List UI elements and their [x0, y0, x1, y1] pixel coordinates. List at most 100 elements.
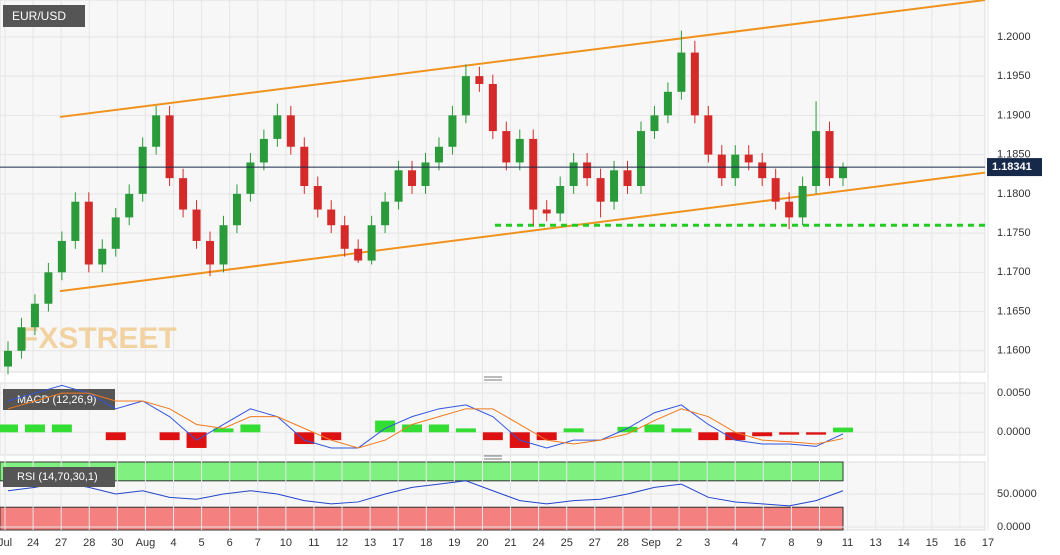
candle-body: [677, 52, 686, 92]
candle-body: [192, 209, 201, 241]
x-tick-label: 20: [476, 537, 488, 549]
y-tick-label: 1.1700: [997, 266, 1031, 278]
macd-histogram-bar: [455, 428, 476, 433]
candle-body: [785, 201, 794, 218]
candle-body: [152, 115, 161, 147]
x-tick-label: 7: [255, 537, 261, 549]
candle-body: [812, 131, 821, 186]
rsi-title: RSI (14,70,30,1): [17, 471, 98, 483]
candle-body: [690, 52, 699, 116]
macd-histogram-bar: [644, 424, 665, 433]
y-tick-label: 1.1650: [997, 305, 1031, 317]
y-tick-label: 1.1950: [997, 70, 1031, 82]
candle-body: [461, 76, 470, 116]
x-tick-label: 11: [308, 537, 319, 549]
y-tick-label: 0.0000: [997, 521, 1031, 533]
candle-body: [529, 138, 538, 210]
x-tick-label: 17: [982, 537, 994, 549]
candle-body: [394, 170, 403, 202]
candle-body: [434, 146, 443, 163]
chart-title: EUR/USD: [12, 9, 66, 23]
macd-histogram-bar: [698, 432, 719, 441]
macd-histogram-bar: [51, 424, 72, 433]
candle-body: [408, 170, 417, 186]
macd-histogram-bar: [402, 424, 423, 433]
x-tick-label: 19: [448, 537, 460, 549]
last-price-box: [987, 158, 1042, 177]
x-tick-label: 28: [617, 537, 629, 549]
candle-body: [219, 225, 228, 265]
macd-histogram-bar: [563, 428, 584, 433]
candle-body: [448, 115, 457, 147]
x-tick-label: 4: [732, 537, 738, 549]
candle-body: [206, 240, 215, 265]
candle-body: [717, 154, 726, 179]
x-tick-label: 13: [364, 537, 376, 549]
candle-body: [111, 217, 120, 249]
macd-histogram-bar: [0, 424, 18, 433]
candle-body: [44, 272, 53, 304]
candle-body: [17, 327, 26, 351]
x-tick-label: 5: [199, 537, 205, 549]
rsi-title-box: [3, 467, 115, 487]
x-tick-label: 12: [336, 537, 348, 549]
candle-body: [475, 76, 484, 84]
candle-body: [731, 154, 740, 179]
macd-histogram-bar: [105, 432, 126, 441]
x-tick-label: 17: [392, 537, 404, 549]
candle-body: [286, 115, 295, 147]
price-panel: [0, 0, 986, 373]
x-tick-label: 14: [898, 537, 910, 549]
candle-body: [515, 138, 524, 163]
x-tick-label: Sep: [641, 537, 661, 549]
candle-body: [556, 186, 565, 214]
candle-body: [313, 186, 322, 210]
candle-body: [259, 138, 268, 163]
candle-body: [98, 248, 107, 265]
watermark: FXSTREET: [20, 322, 177, 355]
x-tick-label: 24: [27, 537, 39, 549]
x-tick-label: 3: [704, 537, 710, 549]
macd-histogram-bar: [482, 432, 503, 441]
x-tick-label: 13: [870, 537, 882, 549]
macd-histogram-bar: [428, 424, 449, 433]
candle-body: [744, 154, 753, 163]
macd-line: [7, 392, 844, 449]
candle-body: [273, 115, 282, 139]
candle-body: [583, 162, 592, 179]
candle-body: [71, 201, 80, 241]
macd-histogram-bar: [240, 424, 261, 433]
candle-body: [179, 178, 188, 210]
x-tick-label: 10: [280, 537, 292, 549]
x-tick-label: 2: [676, 537, 682, 549]
candle-body: [327, 209, 336, 226]
candle-body: [758, 162, 767, 179]
x-tick-label: 15: [926, 537, 938, 549]
y-tick-label: 1.1900: [997, 109, 1031, 121]
candle-body: [623, 170, 632, 186]
y-tick-label: 0.0000: [997, 426, 1031, 438]
candle-body: [84, 201, 93, 265]
overbought-zone: [0, 461, 844, 482]
macd-histogram-bar: [159, 432, 180, 441]
y-tick-label: 1.1600: [997, 345, 1031, 357]
candle-body: [663, 91, 672, 116]
x-tick-label: 4: [170, 537, 176, 549]
macd-histogram-bar: [779, 432, 800, 435]
x-tick-label: 24: [533, 537, 545, 549]
candle-body: [569, 162, 578, 186]
trend-line: [59, 171, 986, 293]
macd-line: [7, 384, 844, 449]
x-tick-label: 7: [760, 537, 766, 549]
x-tick-label: 6: [227, 537, 233, 549]
x-tick-label: Aug: [136, 537, 156, 549]
candle-body: [340, 225, 349, 249]
candle-body: [232, 193, 241, 226]
macd-histogram-bar: [671, 428, 692, 433]
candle-body: [138, 146, 147, 194]
macd-histogram-bar: [294, 432, 315, 445]
candle-body: [125, 193, 134, 218]
macd-histogram-bar: [24, 424, 45, 433]
candle-body: [542, 209, 551, 214]
